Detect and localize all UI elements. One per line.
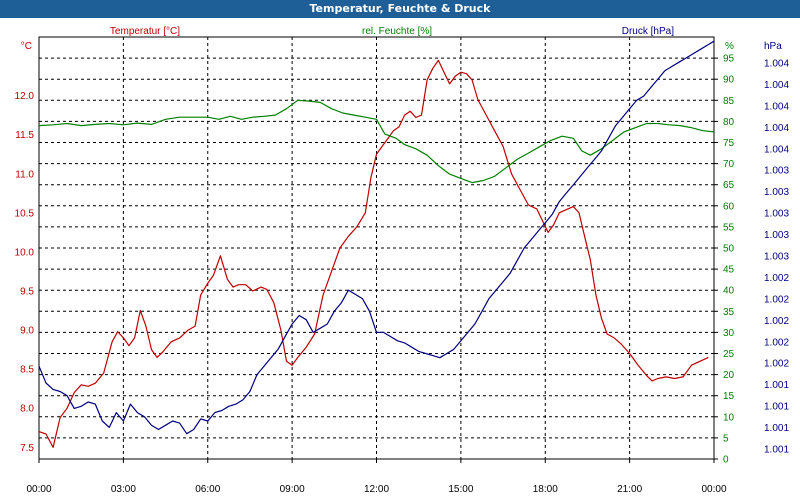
series-layer (38, 40, 715, 448)
temperature-axis-title: Temperatur [°C] (110, 26, 180, 37)
pressure-tick-label: 1.004 (764, 80, 789, 91)
pressure-tick-label: 1.002 (764, 294, 789, 305)
humidity-tick-label: 60 (723, 201, 735, 212)
pressure-tick-label: 1.001 (764, 445, 789, 456)
pressure-tick-label: 1.003 (764, 252, 789, 263)
temperature-tick-label: 10.5 (15, 208, 35, 219)
temperature-tick-label: 11.0 (15, 169, 34, 180)
x-tick-label-time: 06:00 (195, 484, 220, 495)
humidity-tick-label: 15 (723, 391, 735, 402)
pressure-tick-label: 1.004 (764, 144, 789, 155)
pressure-tick-label: 1.003 (764, 209, 789, 220)
humidity-tick-label: 85 (723, 96, 735, 107)
temperature-tick-label: 8.0 (20, 404, 34, 415)
pressure-tick-label: 1.001 (764, 423, 789, 434)
x-tick-label-time: 15:00 (448, 484, 473, 495)
temperature-unit-label: °C (21, 41, 32, 52)
humidity-tick-label: 30 (723, 328, 735, 339)
temperature-tick-label: 10.0 (15, 247, 35, 258)
humidity-tick-label: 10 (723, 412, 735, 423)
humidity-tick-label: 0 (723, 455, 729, 466)
temperature-tick-label: 9.0 (20, 326, 34, 337)
temperature-tick-label: 8.5 (20, 365, 34, 376)
x-tick-label-time: 18:00 (533, 484, 558, 495)
humidity-tick-label: 95 (723, 54, 735, 65)
pressure-tick-label: 1.001 (764, 380, 789, 391)
humidity-unit-label: % (725, 41, 734, 52)
pressure-tick-label: 1.004 (764, 123, 789, 134)
humidity-tick-label: 35 (723, 307, 735, 318)
pressure-tick-label: 1.003 (764, 166, 789, 177)
humidity-tick-label: 45 (723, 265, 735, 276)
temperature-tick-label: 9.5 (20, 286, 34, 297)
temperature-tick-label: 12.0 (15, 91, 35, 102)
humidity-tick-label: 25 (723, 349, 735, 360)
x-tick-label-time: 00:00 (701, 484, 726, 495)
pressure-tick-label: 1.002 (764, 273, 789, 284)
axes-layer: 00:0030.11.1803:0030.11.1806:0030.11.180… (15, 54, 790, 495)
x-tick-label-time: 12:00 (364, 484, 389, 495)
humidity-tick-label: 90 (723, 75, 735, 86)
pressure-tick-label: 1.002 (764, 316, 789, 327)
humidity-tick-label: 40 (723, 286, 735, 297)
x-tick-label-time: 09:00 (280, 484, 305, 495)
pressure-tick-label: 1.004 (764, 59, 789, 70)
pressure-tick-label: 1.003 (764, 187, 789, 198)
x-tick-label-time: 00:00 (26, 484, 51, 495)
pressure-tick-label: 1.004 (764, 101, 789, 112)
humidity-tick-label: 80 (723, 117, 735, 128)
pressure-unit-label: hPa (764, 41, 782, 52)
humidity-tick-label: 70 (723, 159, 735, 170)
temperature-tick-label: 7.5 (20, 443, 34, 454)
humidity-tick-label: 65 (723, 180, 735, 191)
pressure-tick-label: 1.003 (764, 230, 789, 241)
humidity-tick-label: 50 (723, 244, 735, 255)
pressure-axis-title: Druck [hPa] (622, 26, 674, 37)
series-line-hum (38, 99, 715, 184)
temperature-tick-label: 11.5 (15, 130, 34, 141)
pressure-tick-label: 1.002 (764, 359, 789, 370)
x-tick-label-time: 21:00 (617, 484, 642, 495)
humidity-axis-title: rel. Feuchte [%] (362, 26, 432, 37)
humidity-tick-label: 55 (723, 222, 735, 233)
pressure-tick-label: 1.001 (764, 402, 789, 413)
series-line-press (38, 40, 715, 435)
humidity-tick-label: 20 (723, 370, 735, 381)
x-tick-label-time: 03:00 (111, 484, 136, 495)
humidity-tick-label: 5 (723, 433, 729, 444)
pressure-tick-label: 1.002 (764, 337, 789, 348)
humidity-tick-label: 75 (723, 138, 735, 149)
series-line-temp (38, 59, 709, 448)
chart-area: 00:0030.11.1803:0030.11.1806:0030.11.180… (15, 26, 790, 495)
chart-title: Temperatur, Feuchte & Druck (0, 0, 800, 18)
